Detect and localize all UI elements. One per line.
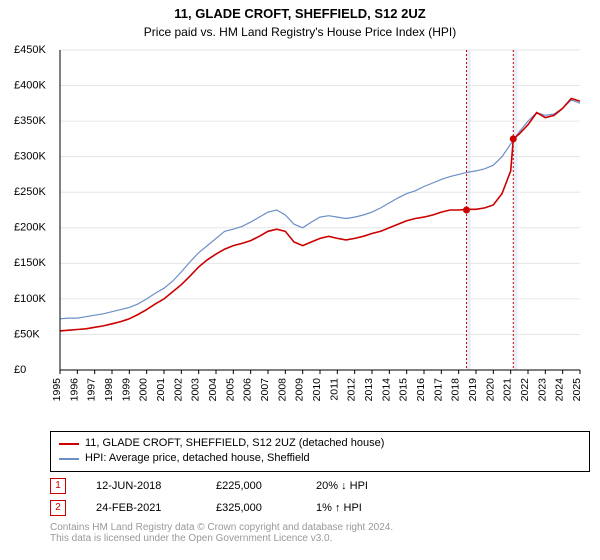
x-tick-label: 2000 xyxy=(138,378,150,402)
y-tick-label: £450K xyxy=(14,45,46,56)
y-tick-label: £400K xyxy=(14,79,46,91)
x-tick-label: 2013 xyxy=(363,378,375,402)
x-tick-label: 1998 xyxy=(103,378,115,402)
x-tick-label: 2007 xyxy=(259,378,271,402)
y-tick-label: £250K xyxy=(14,186,46,198)
x-tick-label: 2010 xyxy=(311,378,323,402)
x-tick-label: 2003 xyxy=(190,378,202,402)
y-tick-label: £100K xyxy=(14,293,46,305)
legend-swatch-hpi xyxy=(59,458,79,460)
event-row: 2 24-FEB-2021 £325,000 1% ↑ HPI xyxy=(50,500,590,516)
price-chart: £0 £50K £100K £150K £200K £250K £300K £350K £400… xyxy=(10,45,590,425)
event-price: £325,000 xyxy=(216,502,286,514)
x-tick-label: 2025 xyxy=(571,378,583,402)
y-tick-label: £150K xyxy=(14,257,46,269)
event-date: 24-FEB-2021 xyxy=(96,502,186,514)
event-marker-2: 2 xyxy=(50,500,66,516)
x-tick-label: 2020 xyxy=(484,378,496,402)
x-tick-label: 2015 xyxy=(398,378,410,402)
event-pct: 1% ↑ HPI xyxy=(316,502,396,514)
event-list: 1 12-JUN-2018 £225,000 20% ↓ HPI 2 24-FE… xyxy=(50,478,590,516)
x-tick-label: 2019 xyxy=(467,378,479,402)
series-PricePaid xyxy=(60,98,580,331)
y-tick-label: £200K xyxy=(14,222,46,234)
footer: Contains HM Land Registry data © Crown c… xyxy=(50,522,590,544)
x-tick-label: 1995 xyxy=(51,378,63,402)
footer-copyright: Contains HM Land Registry data © Crown c… xyxy=(50,522,590,533)
page-title: 11, GLADE CROFT, SHEFFIELD, S12 2UZ xyxy=(10,6,590,23)
event-date: 12-JUN-2018 xyxy=(96,480,186,492)
x-tick-label: 2011 xyxy=(328,378,340,401)
x-tick-label: 2014 xyxy=(380,378,392,402)
x-tick-label: 2024 xyxy=(554,378,566,402)
y-tick-label: £0 xyxy=(14,364,26,376)
legend-label-pricepaid: 11, GLADE CROFT, SHEFFIELD, S12 2UZ (det… xyxy=(85,436,384,451)
x-tick-label: 2004 xyxy=(207,378,219,402)
y-tick-label: £350K xyxy=(14,115,46,127)
x-tick-label: 1999 xyxy=(120,378,132,402)
x-tick-label: 2017 xyxy=(432,378,444,402)
marker-dot xyxy=(510,135,517,142)
marker-dot xyxy=(463,206,470,213)
legend-label-hpi: HPI: Average price, detached house, Shef… xyxy=(85,451,310,466)
event-row: 1 12-JUN-2018 £225,000 20% ↓ HPI xyxy=(50,478,590,494)
legend: 11, GLADE CROFT, SHEFFIELD, S12 2UZ (det… xyxy=(50,431,590,472)
legend-swatch-pricepaid xyxy=(59,443,79,445)
y-tick-label: £300K xyxy=(14,150,46,162)
x-tick-label: 2002 xyxy=(172,378,184,402)
x-tick-label: 2016 xyxy=(415,378,427,402)
x-tick-label: 2012 xyxy=(346,378,358,402)
x-tick-label: 2018 xyxy=(450,378,462,402)
page-subtitle: Price paid vs. HM Land Registry's House … xyxy=(10,25,590,39)
x-tick-label: 2001 xyxy=(155,378,167,402)
x-tick-label: 2009 xyxy=(294,378,306,402)
x-tick-label: 2006 xyxy=(242,378,254,402)
x-tick-label: 1996 xyxy=(68,378,80,402)
y-tick-label: £50K xyxy=(14,328,40,340)
event-pct: 20% ↓ HPI xyxy=(316,480,396,492)
x-tick-label: 2023 xyxy=(536,378,548,402)
x-tick-label: 2021 xyxy=(502,378,514,402)
series-HPI xyxy=(60,100,580,319)
x-tick-label: 2022 xyxy=(519,378,531,402)
x-tick-label: 2008 xyxy=(276,378,288,402)
footer-license: This data is licensed under the Open Gov… xyxy=(50,533,590,544)
x-tick-label: 2005 xyxy=(224,378,236,402)
event-price: £225,000 xyxy=(216,480,286,492)
event-marker-1: 1 xyxy=(50,478,66,494)
x-tick-label: 1997 xyxy=(86,378,98,402)
